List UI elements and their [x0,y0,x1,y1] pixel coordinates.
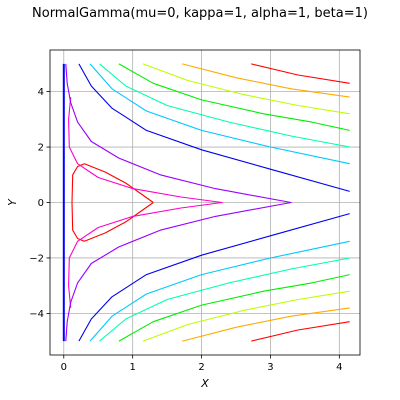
x-tick-label: 4 [336,362,342,373]
x-tick-label: 1 [129,362,135,373]
contour-line [99,63,350,342]
contour-line [182,63,350,342]
contour-line [78,63,350,342]
y-tick-label: −4 [29,309,44,320]
contour-line [142,63,350,342]
x-tick-label: 0 [61,362,67,373]
contour-line [71,163,154,242]
contour-lines [62,63,350,342]
contour-line [65,63,292,342]
x-tick-label: 2 [198,362,204,373]
y-axis-label: Y [6,198,19,206]
contour-line [251,63,350,342]
contour-line [89,63,350,342]
contour-line [68,97,223,308]
x-axis-label: X [200,377,209,390]
y-tick-label: 4 [38,87,44,98]
y-tick-label: 0 [38,198,44,209]
axis-ticks: 0 1 2 3 4 −4 −2 0 2 4 [29,87,342,373]
x-tick-label: 3 [267,362,273,373]
y-tick-label: 2 [38,143,44,154]
grid-lines [50,50,360,355]
contour-line [118,63,350,342]
chart-title: NormalGamma(mu=0, kappa=1, alpha=1, beta… [32,6,368,21]
y-tick-label: −2 [29,253,44,264]
